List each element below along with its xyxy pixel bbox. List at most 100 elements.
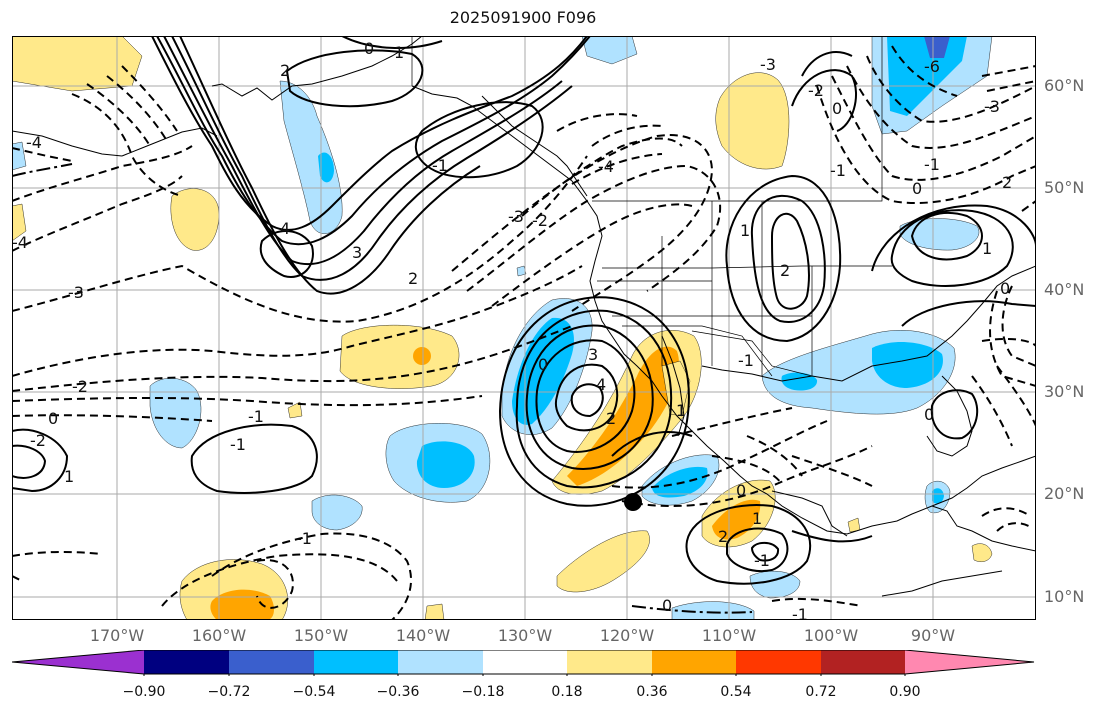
colorbar-swatch — [905, 650, 1034, 674]
contour-label: 2 — [1002, 173, 1012, 192]
colorbar-swatch — [483, 650, 567, 674]
contour-label: 2 — [718, 527, 728, 546]
negative-anomaly-core — [872, 342, 943, 388]
contour-label: 0 — [538, 355, 548, 374]
map-svg: 0 1 2 -4 -3 -2 -4 4 3 2 -1 -2 -3 -4 -3 -… — [12, 36, 1036, 620]
positive-anomaly-area — [556, 530, 650, 593]
contour-label: -1 — [830, 161, 846, 180]
contour-label: -4 — [12, 233, 28, 252]
colorbar-ticks — [143, 674, 906, 676]
positive-anomaly-area — [339, 324, 460, 389]
contour-label: 0 — [662, 596, 672, 615]
colorbar-swatch — [314, 650, 398, 674]
contour-label: 0 — [832, 99, 842, 118]
lon-label: 150°W — [293, 626, 349, 645]
lat-label: 40°N — [1044, 280, 1085, 299]
lon-label: 90°W — [910, 626, 956, 645]
map-panel: 0 1 2 -4 -3 -2 -4 4 3 2 -1 -2 -3 -4 -3 -… — [12, 36, 1036, 620]
contour-label: 1 — [740, 221, 750, 240]
negative-anomaly-area — [12, 141, 27, 171]
political-borders — [411, 36, 892, 377]
contour-label: 1 — [394, 43, 404, 62]
contour-label: 0 — [364, 39, 374, 58]
contour-label: -3 — [68, 283, 84, 302]
contour-label: -1 — [738, 351, 754, 370]
contour-label: -1 — [432, 156, 448, 175]
colorbar-tick-label: 0.18 — [551, 684, 583, 700]
negative-anomaly-area — [311, 494, 363, 531]
lon-label: 170°W — [89, 626, 145, 645]
positive-anomaly-area — [12, 203, 27, 242]
contour-label: -1 — [230, 435, 246, 454]
colorbar-tick-label: −0.36 — [376, 684, 420, 700]
positive-anomaly-core — [413, 347, 431, 365]
lat-label: 50°N — [1044, 178, 1085, 197]
contour-label: -4 — [598, 157, 614, 176]
lat-label: 20°N — [1044, 484, 1085, 503]
lon-label: 120°W — [599, 626, 655, 645]
contour-label: 3 — [588, 345, 598, 364]
negative-anomaly-area — [971, 543, 993, 562]
contour-label: 0 — [48, 409, 58, 428]
negative-anomaly-area — [749, 570, 801, 599]
contour-label: 0 — [1000, 279, 1010, 298]
contour-label: -2 — [808, 81, 824, 100]
colorbar-swatch — [144, 650, 229, 674]
colorbar-swatch — [567, 650, 652, 674]
negative-anomaly-area — [149, 378, 202, 449]
contour-label: -2 — [30, 431, 46, 450]
contour-label: -1 — [296, 529, 312, 548]
colorbar-tick-label: 0.72 — [805, 684, 837, 700]
contour-label: 4 — [596, 375, 606, 394]
positive-anomaly-area — [12, 36, 143, 92]
colorbar-swatch — [12, 650, 144, 674]
colorbar-swatch — [652, 650, 736, 674]
lon-label: 140°W — [395, 626, 451, 645]
contour-label: 0 — [924, 405, 934, 424]
colorbar-tick-label: −0.18 — [461, 684, 505, 700]
negative-anomaly-area — [279, 80, 343, 234]
contour-label: 0 — [736, 481, 746, 500]
negative-anomaly-area — [581, 36, 638, 65]
colorbar-tick-label: 0.54 — [720, 684, 752, 700]
negative-anomaly-core — [318, 152, 334, 183]
lon-label: 110°W — [701, 626, 757, 645]
contour-label-group: 0 1 2 -4 -3 -2 -4 4 3 2 -1 -2 -3 -4 -3 -… — [12, 39, 1012, 620]
contour-label: 4 — [280, 219, 290, 238]
contour-label: 1 — [752, 509, 762, 528]
contour-label: 0 — [912, 179, 922, 198]
colorbar-tick-label: −0.90 — [122, 684, 166, 700]
contours-positive — [12, 36, 1036, 585]
shaded-fields — [12, 36, 993, 620]
contour-label: -3 — [508, 207, 524, 226]
lon-label: 100°W — [803, 626, 859, 645]
colorbar-swatch — [229, 650, 314, 674]
storm-center-marker — [624, 493, 642, 511]
colorbar-tick-label: 0.36 — [636, 684, 668, 700]
negative-anomaly-core — [932, 488, 944, 504]
lon-label: 160°W — [191, 626, 247, 645]
contour-label: 1 — [982, 239, 992, 258]
lat-label: 60°N — [1044, 76, 1085, 95]
positive-anomaly-area — [287, 401, 303, 419]
contour-label: -2 — [532, 211, 548, 230]
colorbar-swatch — [736, 650, 821, 674]
coastlines — [12, 36, 1036, 597]
contour-label: 1 — [676, 401, 686, 420]
contour-label: -1 — [924, 155, 940, 174]
colorbar-tick-label: −0.72 — [207, 684, 251, 700]
positive-anomaly-area — [424, 603, 445, 620]
colorbar-swatch — [821, 650, 905, 674]
colorbar-swatch — [398, 650, 483, 674]
lat-label: 30°N — [1044, 382, 1085, 401]
contour-label: -3 — [760, 55, 776, 74]
contour-label: -1 — [792, 605, 808, 620]
lon-label: 130°W — [497, 626, 553, 645]
contour-label: 2 — [408, 269, 418, 288]
contour-label: 3 — [352, 243, 362, 262]
colorbar-svg — [11, 649, 1035, 676]
contour-label: -1 — [248, 407, 264, 426]
contours-negative — [12, 45, 1036, 620]
contour-label: 2 — [280, 61, 290, 80]
chart-title: 2025091900 F096 — [449, 8, 597, 27]
